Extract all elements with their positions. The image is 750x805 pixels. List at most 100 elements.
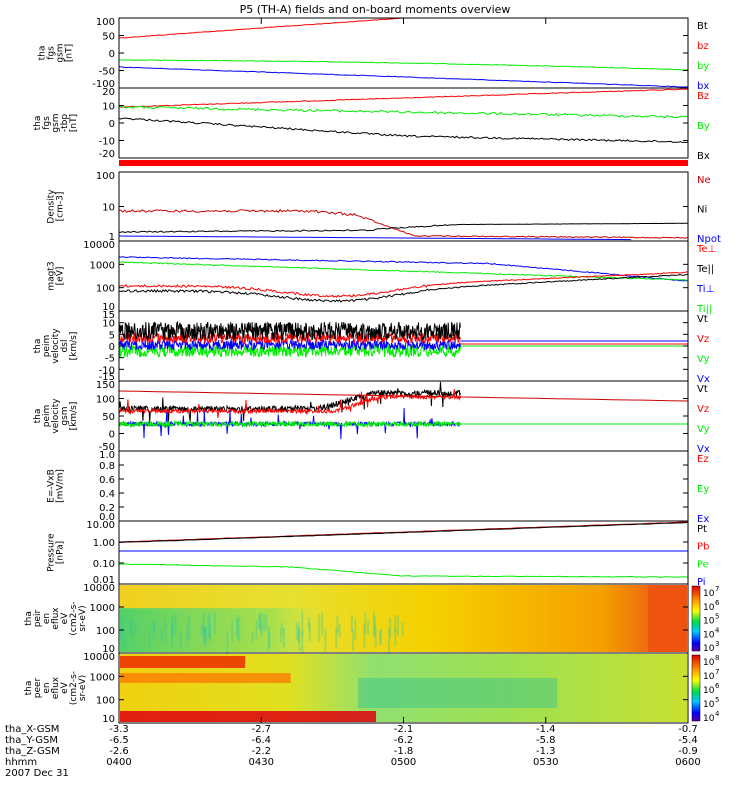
ylabel-line: magt3 [47, 261, 57, 290]
colorbar-label: 10 [703, 644, 715, 654]
ytick-label: 15 [102, 310, 115, 321]
ytick-label: 0 [109, 430, 115, 441]
ion-spectrogram-streak [308, 622, 311, 642]
ytick-label: 0.01 [93, 575, 115, 586]
ion-spectrogram-streak [321, 611, 324, 637]
ion-spectrogram-streak [251, 630, 254, 643]
ion-spectrogram-streak [171, 623, 174, 648]
colorbar-label: 10 [703, 700, 715, 710]
ytick-label: -20 [99, 149, 115, 160]
ion-spectrogram-streak [282, 628, 285, 648]
colorbar-exponent: 8 [715, 654, 719, 662]
ylabel-line: fgs [47, 46, 57, 60]
ylabel-line: dsl [60, 340, 70, 353]
ion-spectrogram-streak [262, 614, 265, 632]
ion-spectrogram-streak [354, 618, 357, 641]
ion-spectrogram-streak [231, 620, 234, 642]
ylabel-line: [nPa] [56, 541, 66, 564]
colorbar-exponent: 4 [715, 710, 720, 718]
ion-spectrogram-streak [186, 624, 189, 646]
ion-spectrogram-streak [213, 611, 216, 635]
ion-spectrogram-streak [380, 628, 383, 644]
ephemeris-value: -3.3 [109, 724, 129, 735]
ion-spectrogram-streak [318, 628, 321, 642]
ytick-label: 0.8 [99, 461, 115, 472]
ion-spectrogram-streak [394, 615, 397, 634]
chart-title: P5 (TH-A) fields and on-board moments ov… [240, 3, 511, 16]
ephemeris-value: -1.8 [394, 746, 414, 757]
panel-frame-pressure [118, 520, 689, 585]
xaxis-label: hhmm [5, 757, 37, 768]
ylabel-line: tha [33, 409, 43, 424]
ion-spectrogram-streak [204, 626, 207, 645]
ylabel-line: tha [38, 46, 48, 61]
colorbar-exponent: 5 [715, 696, 719, 704]
series-Pe [118, 563, 689, 578]
xtick-label: 0430 [249, 757, 274, 768]
legend-Ti⊥: Ti⊥ [696, 284, 714, 295]
ylabel-line: peim [42, 335, 52, 358]
ion-spectrogram-streak [279, 628, 282, 643]
ephemeris-value: -2.6 [109, 746, 129, 757]
colorbar-exponent: 7 [715, 668, 719, 676]
ephemeris-value: -2.2 [251, 746, 271, 757]
ion-spectrogram-streak [389, 617, 392, 639]
series-Vt [118, 320, 461, 342]
ion-spectrogram-streak [148, 629, 151, 651]
colorbar-exponent: 6 [715, 682, 720, 690]
separator-band [119, 160, 688, 166]
ytick-label: -10 [99, 137, 115, 148]
ion-spectrogram-streak [335, 627, 338, 649]
ion-spectrogram-streak [153, 619, 156, 632]
ephemeris-value: -1.3 [536, 746, 556, 757]
ylabel-line: Pressure [47, 533, 57, 572]
colorbar-exponent: 4 [715, 626, 720, 634]
ytick-label: 0.10 [93, 559, 115, 570]
ephemeris-label: tha_Z-GSM [5, 746, 60, 757]
ytick-label: 0.0 [99, 512, 115, 523]
ion-spectrogram-streak [236, 615, 239, 641]
ion-spectrogram-streak [374, 628, 377, 647]
ion-spectrogram-streak [397, 615, 400, 637]
series-bx [118, 66, 689, 88]
ylabel-line: [km/s] [69, 332, 79, 361]
ylabel-line: E=-VxB [47, 469, 57, 503]
legend-by: by [697, 61, 709, 72]
ylabel-line: gsm [51, 113, 61, 132]
ion-spectrogram-streak [226, 631, 229, 655]
ion-spectrogram-streak [202, 629, 205, 645]
ylabel-line: [eV] [56, 267, 66, 286]
electron-spectrogram-band [120, 673, 291, 683]
ion-spectrogram-streak [134, 623, 137, 634]
ion-spectrogram-streak [152, 622, 155, 638]
ylabel-line: eV [60, 612, 70, 625]
ion-spectrogram-streak [259, 613, 262, 629]
ion-spectrogram-streak [298, 630, 301, 651]
ylabel-line: tha [33, 339, 43, 354]
ion-spectrogram-streak [258, 614, 261, 629]
ion-spectrogram-streak [187, 616, 190, 641]
ion-spectrogram-streak [259, 612, 262, 633]
ytick-label: 100 [96, 696, 115, 707]
colorbar-label: 10 [703, 686, 715, 696]
xtick-label: 0600 [675, 757, 700, 768]
ytick-label: 100 [96, 284, 115, 295]
colorbar-exponent: 3 [715, 640, 719, 648]
ion-spectrogram-streak [372, 612, 375, 637]
ion-spectrogram-streak [265, 614, 268, 631]
ylabel-line: peir [33, 609, 43, 627]
ytick-label: 0 [109, 119, 115, 130]
series-Ni [118, 222, 688, 234]
ylabel-line: [km/s] [69, 402, 79, 431]
series-By [118, 105, 689, 119]
colorbar-exponent: 7 [715, 585, 719, 593]
ylabel-line: eflux [51, 607, 61, 630]
ylabel-line: eflux [51, 676, 61, 699]
series-Ti-perp [118, 256, 689, 282]
legend-bz: bz [697, 41, 709, 52]
ylabel-line: eV [60, 681, 70, 694]
ytick-label: 50 [102, 412, 115, 423]
legend-Vx: Vx [697, 444, 710, 455]
colorbar [691, 585, 701, 652]
ytick-label: 100 [96, 171, 115, 182]
